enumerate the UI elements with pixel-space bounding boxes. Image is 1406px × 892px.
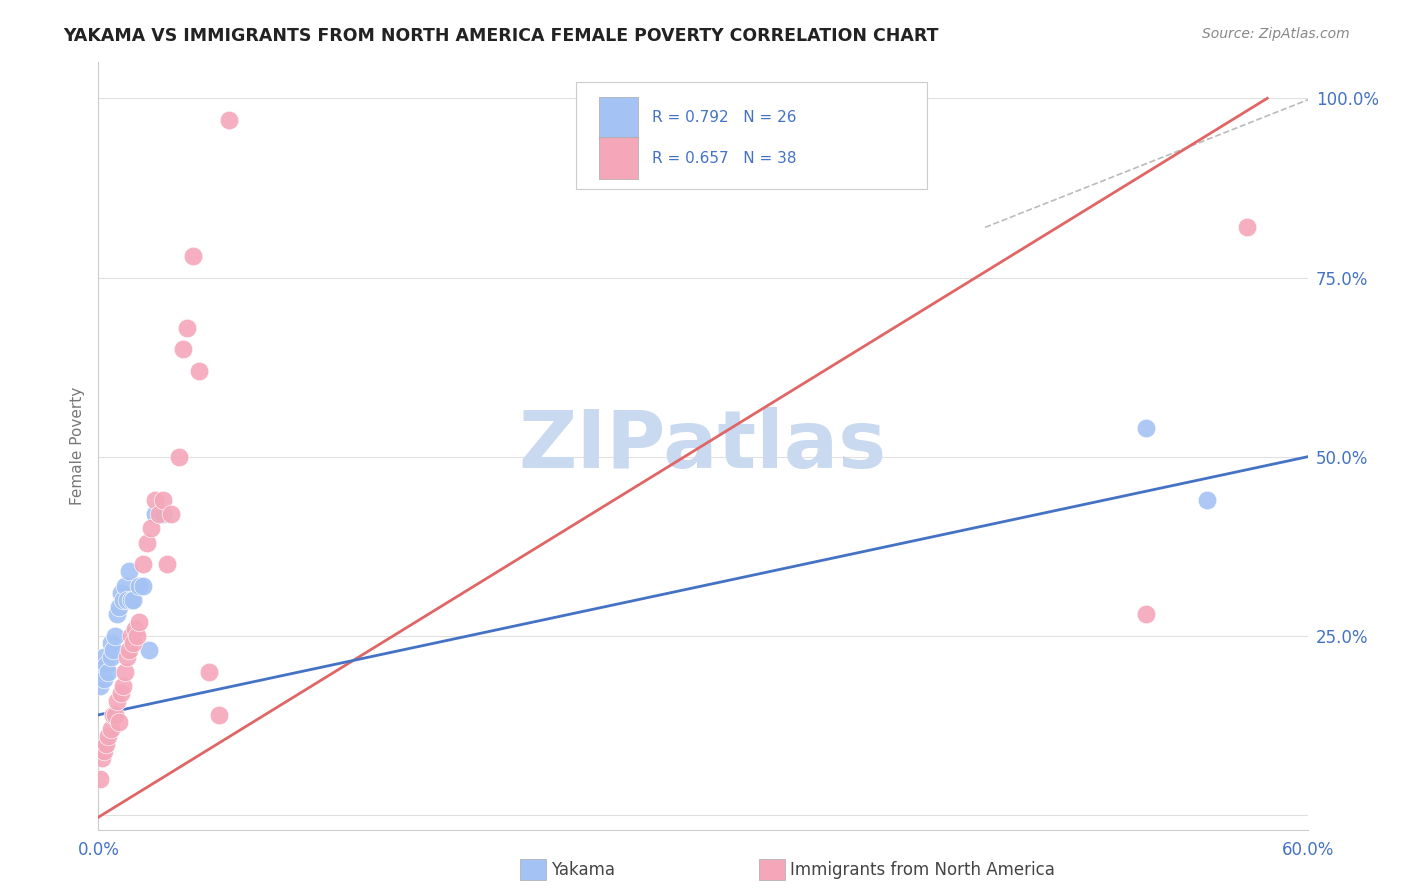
Point: [167, 450, 190, 464]
Point: [120, 593, 142, 607]
Point: [138, 643, 160, 657]
Point: [1135, 607, 1157, 622]
Point: [121, 593, 143, 607]
Point: [114, 579, 136, 593]
Bar: [599, 96, 638, 139]
Point: [156, 558, 179, 572]
Point: [111, 593, 134, 607]
Point: [132, 579, 155, 593]
Point: [105, 693, 128, 707]
Point: [114, 665, 136, 679]
Point: [96, 737, 118, 751]
Y-axis label: Female Poverty: Female Poverty: [69, 387, 84, 505]
Point: [96, 657, 118, 672]
Point: [181, 249, 204, 263]
Text: YAKAMA VS IMMIGRANTS FROM NORTH AMERICA FEMALE POVERTY CORRELATION CHART: YAKAMA VS IMMIGRANTS FROM NORTH AMERICA …: [63, 27, 939, 45]
Point: [107, 600, 129, 615]
Point: [89, 772, 111, 787]
Point: [124, 622, 146, 636]
Point: [118, 565, 141, 579]
Point: [91, 751, 114, 765]
Point: [125, 629, 148, 643]
Text: R = 0.792   N = 26: R = 0.792 N = 26: [652, 111, 797, 125]
Point: [148, 507, 170, 521]
Text: Source: ZipAtlas.com: Source: ZipAtlas.com: [1202, 27, 1350, 41]
Point: [105, 607, 128, 622]
Point: [115, 650, 138, 665]
Point: [93, 672, 115, 686]
Point: [218, 112, 240, 127]
Text: Immigrants from North America: Immigrants from North America: [790, 861, 1054, 879]
Point: [110, 686, 132, 700]
Point: [172, 342, 194, 356]
Point: [160, 507, 183, 521]
Point: [135, 536, 157, 550]
Point: [107, 714, 129, 729]
Point: [110, 586, 132, 600]
Point: [111, 679, 134, 693]
Point: [198, 665, 221, 679]
Point: [120, 629, 142, 643]
Point: [1236, 220, 1258, 235]
Point: [93, 744, 115, 758]
Point: [93, 650, 115, 665]
Point: [128, 579, 150, 593]
Point: [139, 521, 162, 535]
Point: [1135, 421, 1157, 435]
Point: [176, 320, 198, 334]
Point: [152, 507, 174, 521]
Point: [91, 665, 114, 679]
Point: [100, 650, 122, 665]
Point: [208, 707, 231, 722]
Point: [118, 643, 141, 657]
Point: [143, 492, 166, 507]
Point: [128, 615, 150, 629]
Text: R = 0.657   N = 38: R = 0.657 N = 38: [652, 151, 797, 166]
Point: [100, 636, 122, 650]
Point: [115, 593, 138, 607]
Point: [97, 665, 120, 679]
Point: [97, 730, 120, 744]
Point: [188, 364, 211, 378]
Bar: [599, 137, 638, 179]
Point: [89, 679, 111, 693]
Text: Yakama: Yakama: [551, 861, 616, 879]
Point: [101, 707, 124, 722]
Point: [100, 722, 122, 736]
Point: [103, 707, 125, 722]
Text: ZIPatlas: ZIPatlas: [519, 407, 887, 485]
Point: [143, 507, 166, 521]
Point: [152, 492, 174, 507]
Point: [1195, 492, 1218, 507]
Point: [121, 636, 143, 650]
Point: [132, 558, 155, 572]
FancyBboxPatch shape: [576, 81, 927, 189]
Point: [103, 629, 125, 643]
Point: [101, 643, 124, 657]
